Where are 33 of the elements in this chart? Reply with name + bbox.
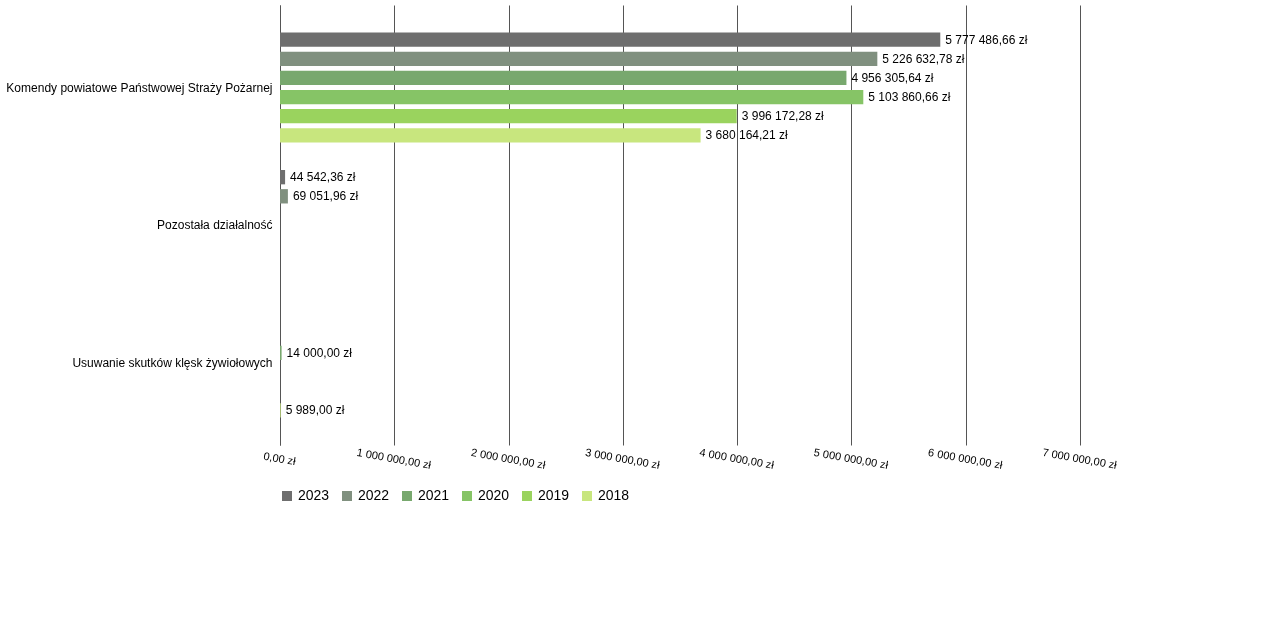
bar: [280, 128, 701, 143]
y-tick-label: Komendy powiatowe Państwowej Straży Pożarnej: [6, 80, 273, 95]
bar: [280, 189, 288, 204]
x-tick-label: 3 000 000,00 zł: [584, 445, 662, 471]
x-tick-label: 4 000 000,00 zł: [698, 445, 776, 471]
bar: [280, 70, 847, 86]
data-label: 3 680 164,21 zł: [705, 128, 788, 143]
x-tick-label: 2 000 000,00 zł: [470, 445, 547, 471]
y-tick-label: Pozostała działalność: [157, 218, 273, 232]
legend-label: 2021: [418, 487, 450, 503]
legend-label: 2018: [598, 487, 630, 503]
data-label: 5 226 632,78 zł: [882, 51, 965, 66]
bar: [280, 170, 286, 185]
legend-label: 2023: [298, 487, 330, 503]
x-tick-label: 0,00 zł: [262, 449, 298, 468]
bar: [280, 32, 941, 47]
bar: [280, 109, 737, 124]
legend-label: 2019: [538, 487, 570, 503]
bar: [280, 89, 864, 105]
bar: [280, 51, 878, 66]
legend-label: 2020: [478, 487, 510, 503]
data-label: 14 000,00 zł: [286, 345, 353, 360]
x-tick-label: 7 000 000,00 zł: [1041, 445, 1119, 471]
data-label: 3 996 172,28 zł: [741, 109, 825, 124]
data-label: 69 051,96 zł: [292, 189, 359, 204]
data-label: 44 542,36 zł: [290, 170, 356, 185]
x-tick-label: 6 000 000,00 zł: [927, 445, 1004, 471]
y-tick-label: Usuwanie skutków klęsk żywiołowych: [72, 355, 273, 370]
x-tick-label: 1 000 000,00 zł: [355, 445, 433, 471]
legend-label: 2022: [358, 487, 390, 503]
data-label: 5 103 860,66 zł: [868, 90, 951, 105]
x-tick-label: 5 000 000,00 zł: [812, 445, 890, 471]
data-label: 5 989,00 zł: [285, 403, 345, 418]
